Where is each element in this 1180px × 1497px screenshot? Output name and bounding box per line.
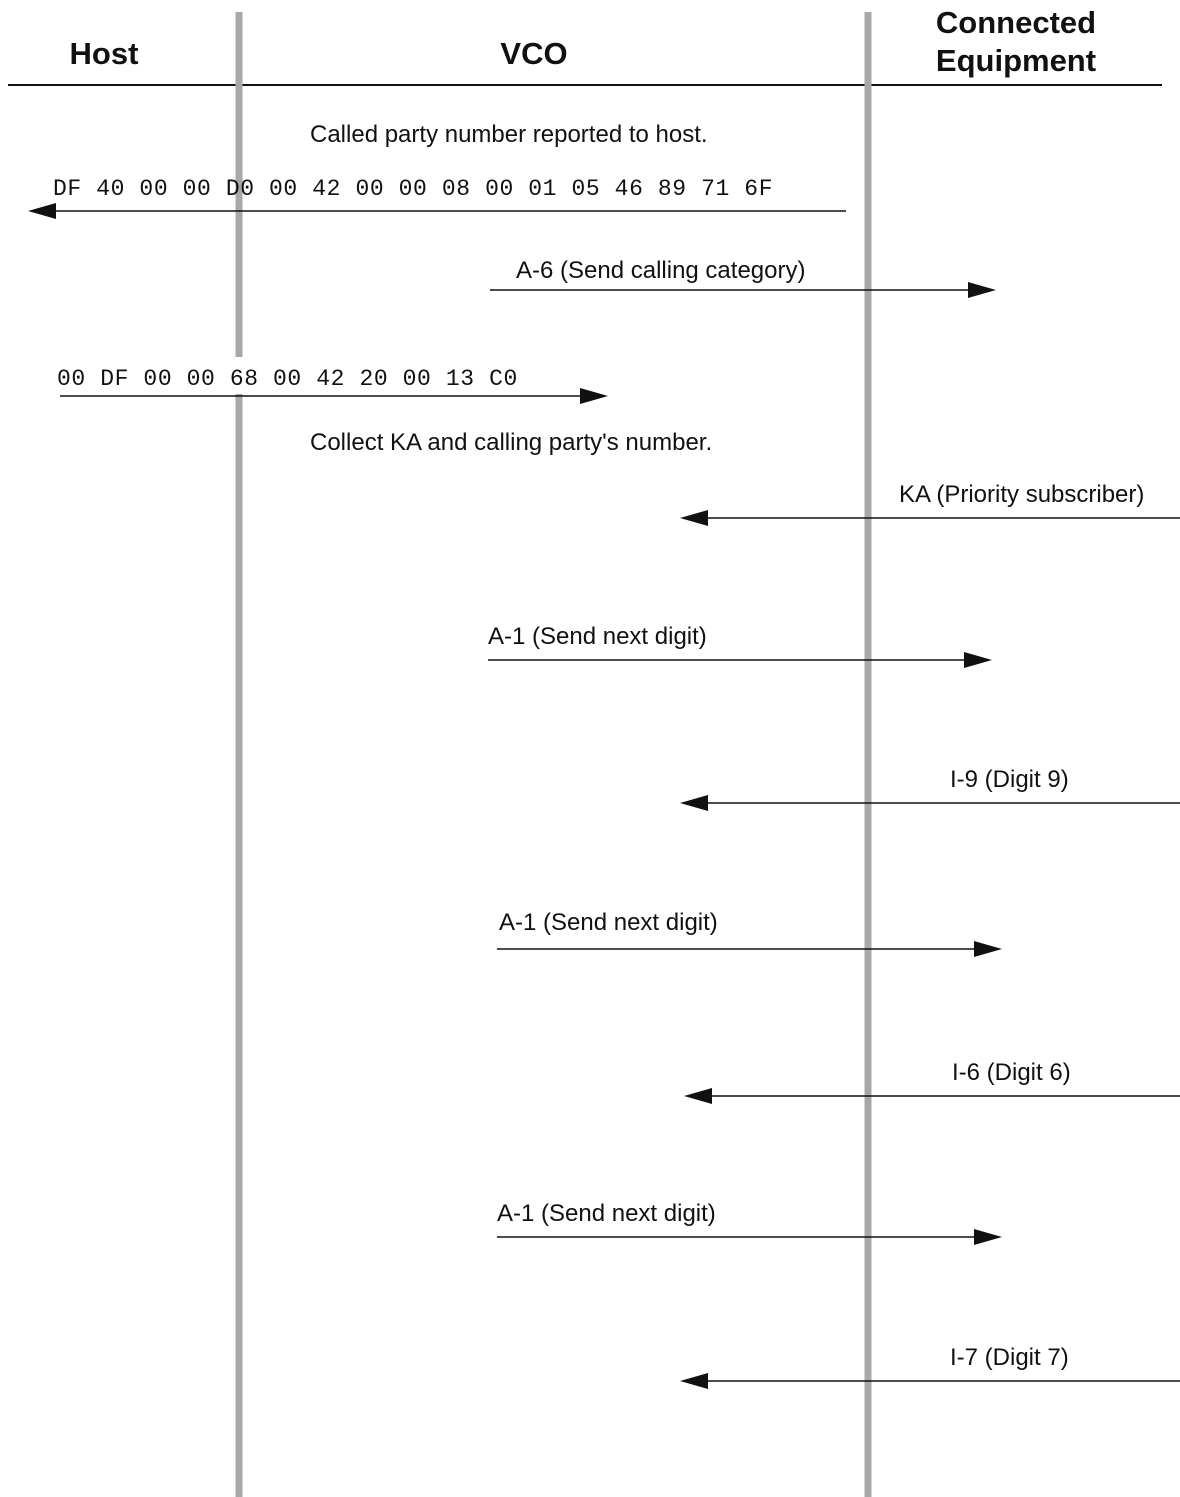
lane-header-equipment-line1: Connected: [936, 5, 1096, 40]
arrowhead-a1-second: [974, 941, 1002, 957]
arrowhead-a1-third: [974, 1229, 1002, 1245]
hex-command-label: 00 DF 00 00 68 00 42 20 00 13 C0: [57, 366, 518, 392]
label-i9: I-9 (Digit 9): [950, 766, 1069, 793]
lane-header-equipment-line2: Equipment: [936, 43, 1096, 78]
label-a6: A-6 (Send calling category): [516, 257, 805, 284]
arrowhead-i9: [680, 795, 708, 811]
label-a1-third: A-1 (Send next digit): [497, 1200, 716, 1227]
arrowhead-hex-report: [28, 203, 56, 219]
arrowhead-i7: [680, 1373, 708, 1389]
arrowhead-hex-command: [580, 388, 608, 404]
arrowhead-a6: [968, 282, 996, 298]
arrowhead-a1-first: [964, 652, 992, 668]
lane-header-host: Host: [70, 36, 139, 71]
note-called-party: Called party number reported to host.: [310, 121, 708, 148]
hex-report-label: DF 40 00 00 D0 00 42 00 00 08 00 01 05 4…: [53, 176, 773, 202]
label-a1-second: A-1 (Send next digit): [499, 909, 718, 936]
label-ka: KA (Priority subscriber): [899, 481, 1144, 508]
arrowhead-i6: [684, 1088, 712, 1104]
label-i7: I-7 (Digit 7): [950, 1344, 1069, 1371]
label-a1-first: A-1 (Send next digit): [488, 623, 707, 650]
arrowhead-ka: [680, 510, 708, 526]
note-collect-ka: Collect KA and calling party's number.: [310, 429, 712, 456]
label-i6: I-6 (Digit 6): [952, 1059, 1071, 1086]
lane-header-vco: VCO: [500, 36, 567, 71]
